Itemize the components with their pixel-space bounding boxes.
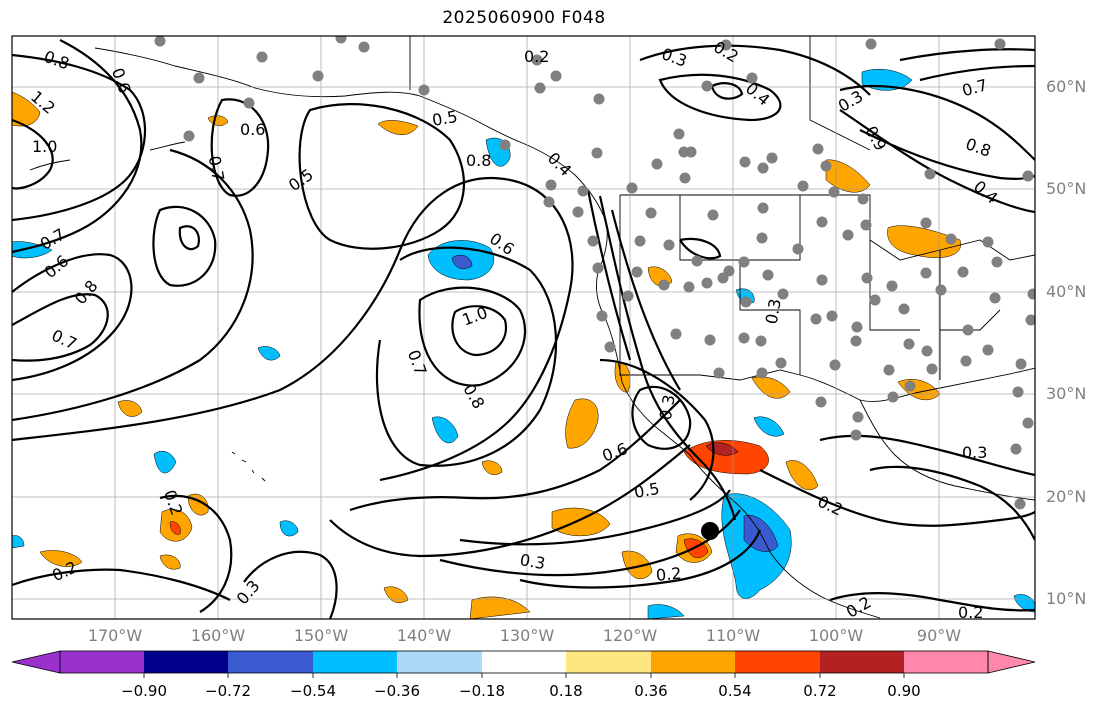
contour-label: 0.3 bbox=[962, 443, 987, 462]
orange-region bbox=[117, 400, 143, 417]
blue-region bbox=[753, 416, 785, 437]
contour-label: 0.5 bbox=[431, 107, 459, 130]
lon-label-170w: 170°W bbox=[87, 626, 143, 645]
colorbar bbox=[11, 650, 1036, 678]
coastlines bbox=[29, 36, 1035, 619]
contour-label: 0.2 bbox=[958, 603, 983, 622]
orange-region bbox=[481, 460, 503, 475]
contour-label: 0.7 bbox=[205, 154, 228, 182]
colorbar-extend-high bbox=[987, 650, 1036, 674]
lon-label-160w: 160°W bbox=[190, 626, 246, 645]
blue-region bbox=[279, 520, 299, 537]
colorbar-segment bbox=[482, 651, 566, 673]
orange-region bbox=[785, 460, 819, 491]
colorbar-segment bbox=[904, 651, 988, 673]
colorbar-segment bbox=[397, 651, 482, 673]
colorbar-segment bbox=[651, 651, 735, 673]
contour-label: 0.5 bbox=[633, 479, 661, 502]
lon-label-100w: 100°W bbox=[808, 626, 864, 645]
colorbar-tick-label: −0.54 bbox=[290, 682, 336, 700]
orange-region bbox=[39, 550, 83, 567]
lon-label-140w: 140°W bbox=[396, 626, 452, 645]
blue-region bbox=[12, 535, 25, 549]
orange-region bbox=[551, 507, 611, 537]
map-frame bbox=[11, 35, 1036, 620]
orange-region bbox=[621, 550, 653, 580]
colorbar-segment bbox=[313, 651, 397, 673]
colorbar-outline bbox=[59, 650, 989, 674]
colorbar-tick-label: 0.36 bbox=[634, 682, 668, 700]
lat-label-40n: 40°N bbox=[1046, 282, 1087, 301]
contour-label: 0.6 bbox=[240, 120, 265, 139]
contour-label: 0.2 bbox=[524, 47, 549, 66]
blue-region bbox=[431, 416, 459, 444]
colorbar-segment bbox=[144, 651, 228, 673]
orange-region bbox=[565, 398, 599, 449]
orange-region bbox=[469, 596, 531, 619]
colorbar-segment bbox=[566, 651, 651, 673]
orange-region bbox=[159, 554, 181, 570]
contour-label: 0.8 bbox=[466, 151, 491, 170]
blue-region bbox=[257, 346, 281, 361]
red-region bbox=[169, 521, 181, 535]
colorbar-extend-low bbox=[11, 650, 61, 674]
contour-label: 0.3 bbox=[656, 393, 679, 421]
contour-lines bbox=[12, 39, 1035, 619]
station-dots bbox=[154, 36, 1035, 510]
colorbar-tick-label: 0.54 bbox=[718, 682, 752, 700]
orange-region bbox=[825, 159, 871, 193]
blue-region bbox=[647, 604, 685, 619]
colorbar-tick-label: 0.72 bbox=[803, 682, 837, 700]
lat-label-20n: 20°N bbox=[1046, 487, 1087, 506]
contour-label: 0.3 bbox=[518, 550, 546, 573]
blue-region bbox=[12, 241, 53, 259]
lat-label-30n: 30°N bbox=[1046, 384, 1087, 403]
colorbar-tick-label: −0.18 bbox=[459, 682, 505, 700]
colorbar-segment bbox=[228, 651, 313, 673]
blue-region bbox=[451, 255, 473, 269]
lat-label-10n: 10°N bbox=[1046, 589, 1087, 608]
map-title: 2025060900 F048 bbox=[442, 8, 606, 28]
lon-label-130w: 130°W bbox=[499, 626, 555, 645]
colorbar-segment bbox=[735, 651, 820, 673]
orange-region bbox=[12, 91, 41, 127]
storm-center-marker bbox=[701, 522, 719, 540]
lon-label-90w: 90°W bbox=[916, 626, 962, 645]
lat-label-50n: 50°N bbox=[1046, 179, 1087, 198]
contour-label: 0.3 bbox=[762, 297, 785, 325]
lon-label-150w: 150°W bbox=[293, 626, 349, 645]
lat-label-60n: 60°N bbox=[1046, 77, 1087, 96]
colorbar-tick-label: 0.90 bbox=[887, 682, 921, 700]
lon-label-120w: 120°W bbox=[602, 626, 658, 645]
colorbar-segment bbox=[820, 651, 904, 673]
colorbar-segment bbox=[60, 651, 144, 673]
colorbar-tick-label: −0.90 bbox=[121, 682, 167, 700]
contour-label: 1.0 bbox=[32, 137, 57, 156]
lon-label-110w: 110°W bbox=[705, 626, 761, 645]
colorbar-tick-label: 0.18 bbox=[549, 682, 583, 700]
colorbar-tick-label: −0.72 bbox=[205, 682, 251, 700]
colorbar-tick-label: −0.36 bbox=[374, 682, 420, 700]
blue-region bbox=[153, 451, 177, 474]
contour-label: 0.2 bbox=[655, 564, 682, 585]
orange-region bbox=[377, 120, 419, 135]
